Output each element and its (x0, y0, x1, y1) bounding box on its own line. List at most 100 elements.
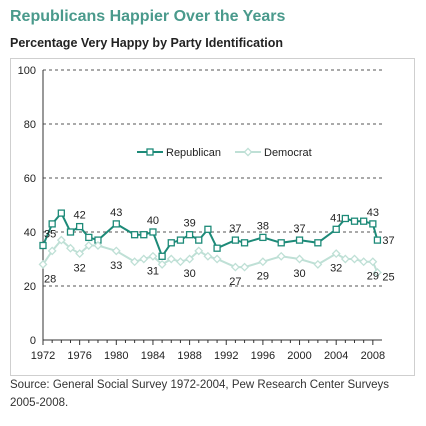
legend-label: Republican (166, 147, 221, 159)
data-point (373, 236, 382, 244)
data-point (149, 228, 157, 236)
x-tick-label: 1976 (67, 350, 91, 362)
data-label: 27 (229, 276, 241, 288)
y-tick-label: 100 (18, 65, 36, 77)
data-point (313, 259, 323, 269)
data-point (166, 254, 176, 264)
data-point (258, 257, 268, 267)
data-point (204, 225, 212, 233)
x-tick-label: 2008 (361, 350, 385, 362)
data-label: 28 (44, 273, 56, 285)
data-point (213, 244, 221, 252)
data-point (369, 220, 377, 228)
data-point (66, 243, 75, 253)
data-label: 37 (382, 235, 394, 247)
data-label: 30 (293, 268, 305, 280)
data-point (39, 241, 47, 250)
data-label: 29 (367, 271, 379, 283)
data-point (112, 220, 120, 228)
data-point (203, 251, 213, 261)
data-point (130, 231, 139, 239)
data-label: 30 (183, 268, 195, 280)
chart-title: Republicans Happier Over the Years (10, 8, 286, 25)
data-label: 29 (257, 271, 269, 283)
data-point (176, 236, 185, 244)
data-point (66, 228, 75, 236)
data-point (75, 222, 84, 231)
data-point (314, 239, 322, 247)
source-note: Source: General Social Survey 1972-2004,… (10, 379, 390, 409)
data-label: 42 (74, 210, 86, 222)
data-point (75, 249, 85, 259)
data-point (230, 262, 240, 272)
data-label: 43 (110, 207, 122, 219)
data-point (372, 268, 382, 277)
data-point (332, 225, 340, 233)
data-label: 32 (330, 263, 342, 275)
data-label: 40 (147, 215, 159, 227)
data-label: 37 (229, 223, 241, 235)
data-point (111, 246, 121, 256)
data-point (157, 259, 167, 269)
x-tick-label: 2004 (324, 350, 348, 362)
data-label: 31 (147, 265, 159, 277)
data-point (350, 217, 359, 225)
data-point (240, 262, 250, 272)
data-point (360, 217, 368, 225)
y-tick-label: 60 (24, 173, 36, 185)
legend-marker (146, 148, 154, 156)
data-point (175, 257, 185, 267)
data-point (350, 254, 359, 264)
series-line-republican (42, 211, 379, 259)
data-point (148, 251, 158, 261)
data-point (359, 257, 369, 267)
data-point (276, 251, 286, 261)
data-point (84, 241, 94, 250)
x-tick-label: 1996 (251, 350, 275, 362)
data-point (158, 252, 166, 260)
data-label: 43 (367, 207, 379, 219)
data-label: 39 (183, 218, 195, 230)
data-point (341, 214, 350, 223)
data-point (259, 233, 267, 242)
data-point (140, 231, 148, 239)
data-point (139, 254, 149, 264)
data-point (47, 246, 57, 256)
y-tick-label: 80 (24, 119, 36, 131)
legend-label: Democrat (264, 147, 312, 159)
data-point (93, 241, 103, 250)
data-point (212, 254, 222, 264)
data-label: 35 (44, 229, 56, 241)
legend-marker (243, 147, 253, 157)
data-point (167, 239, 175, 247)
y-tick-label: 40 (24, 227, 36, 239)
data-label: 38 (257, 220, 269, 232)
chart-subtitle: Percentage Very Happy by Party Identific… (10, 36, 284, 50)
data-point (368, 257, 378, 267)
data-point (130, 257, 140, 267)
data-point (48, 220, 56, 228)
data-label: 25 (382, 272, 394, 284)
data-label: 32 (74, 263, 86, 275)
data-point (295, 236, 304, 244)
y-tick-label: 0 (30, 335, 36, 347)
data-point (57, 209, 65, 217)
x-tick-label: 1992 (214, 350, 238, 362)
data-point (340, 254, 350, 264)
data-point (277, 239, 285, 247)
data-point (195, 236, 203, 244)
data-point (85, 233, 93, 242)
x-tick-label: 1972 (31, 350, 55, 362)
data-point (185, 231, 194, 239)
data-point (331, 249, 341, 259)
data-point (56, 235, 66, 245)
x-tick-label: 1980 (104, 350, 128, 362)
x-tick-label: 2000 (287, 350, 311, 362)
data-label: 33 (110, 260, 122, 272)
data-point (38, 259, 48, 269)
data-point (194, 246, 204, 256)
data-point (295, 254, 304, 264)
data-label: 37 (293, 223, 305, 235)
y-tick-label: 20 (24, 281, 36, 293)
line-chart: 0 20 40 60 80 100 1972 1976 1980 1984 1988 1992 1996… (18, 65, 395, 362)
